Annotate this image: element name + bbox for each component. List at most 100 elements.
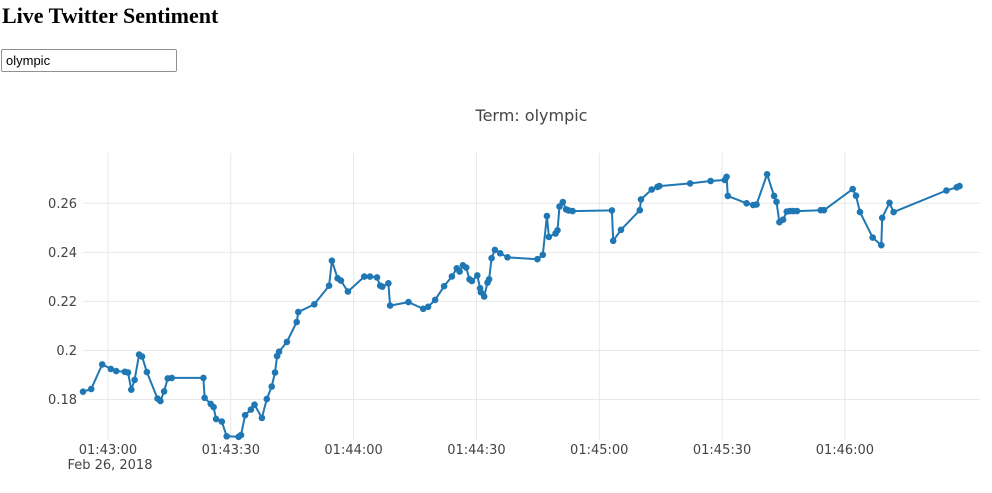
search-term-input[interactable] xyxy=(1,49,177,72)
y-tick-label: 0.2 xyxy=(56,344,77,359)
page-title: Live Twitter Sentiment xyxy=(2,3,219,28)
data-point-marker xyxy=(385,280,392,287)
data-point-marker xyxy=(878,214,886,222)
data-point-marker xyxy=(263,395,271,403)
data-point-marker xyxy=(440,282,448,290)
y-tick-label: 0.22 xyxy=(48,295,77,310)
data-point-marker xyxy=(431,296,439,304)
data-point-marker xyxy=(283,338,291,346)
data-point-marker xyxy=(337,277,345,284)
data-point-marker xyxy=(212,415,220,423)
data-point-marker xyxy=(361,273,368,280)
data-point-marker xyxy=(143,368,151,376)
data-point-marker xyxy=(648,186,655,193)
data-point-marker xyxy=(637,196,645,203)
data-point-marker xyxy=(743,200,750,207)
data-point-marker xyxy=(569,207,576,215)
data-point-marker xyxy=(112,367,120,375)
data-point-marker xyxy=(468,277,476,285)
x-tick-label: 01:45:30 xyxy=(693,443,751,458)
data-point-marker xyxy=(131,376,138,384)
data-point-marker xyxy=(424,303,432,311)
x-tick-label: 01:43:30 xyxy=(202,443,260,458)
data-point-marker xyxy=(325,282,333,290)
data-point-marker xyxy=(545,233,553,241)
data-point-marker xyxy=(456,268,463,275)
data-point-marker xyxy=(271,369,279,376)
data-point-marker xyxy=(617,226,625,234)
data-point-marker xyxy=(773,198,780,206)
y-tick-label: 0.24 xyxy=(48,246,77,261)
y-tick-label: 0.18 xyxy=(48,393,77,408)
data-point-marker xyxy=(138,353,146,360)
data-point-marker xyxy=(268,383,276,390)
data-point-marker xyxy=(724,192,732,200)
data-point-marker xyxy=(462,264,470,271)
data-point-marker xyxy=(753,201,760,208)
data-point-marker xyxy=(157,397,164,405)
data-point-marker xyxy=(344,288,352,295)
data-point-marker xyxy=(820,206,828,214)
data-point-marker xyxy=(539,251,547,259)
data-point-marker xyxy=(107,365,115,373)
data-point-marker xyxy=(386,302,394,309)
data-point-marker xyxy=(251,401,258,409)
data-point-marker xyxy=(856,208,864,216)
data-point-marker xyxy=(275,348,283,356)
data-point-marker xyxy=(723,173,730,181)
data-point-marker xyxy=(878,241,885,249)
data-point-marker xyxy=(656,182,663,190)
x-tick-label: 01:43:00 xyxy=(79,443,137,458)
data-point-marker xyxy=(218,418,226,425)
data-point-marker xyxy=(496,250,504,257)
data-point-marker xyxy=(79,388,87,396)
data-point-marker xyxy=(543,212,551,220)
data-point-marker xyxy=(124,369,132,376)
data-point-marker xyxy=(793,207,801,215)
data-point-marker xyxy=(943,187,950,194)
data-point-marker xyxy=(504,254,511,261)
data-point-marker xyxy=(474,272,481,279)
data-point-marker xyxy=(247,406,255,413)
data-point-marker xyxy=(480,293,488,300)
data-point-marker xyxy=(770,192,778,200)
data-point-marker xyxy=(201,394,208,402)
data-point-marker xyxy=(559,198,567,206)
data-point-marker xyxy=(636,206,644,214)
data-point-marker xyxy=(849,185,856,193)
data-point-marker xyxy=(405,298,412,306)
data-point-marker xyxy=(488,254,495,262)
data-point-marker xyxy=(686,180,694,187)
x-tick-label: 01:45:00 xyxy=(570,443,628,458)
data-point-marker xyxy=(779,216,787,223)
data-point-marker xyxy=(379,283,386,291)
x-tick-label: 01:44:30 xyxy=(447,443,505,458)
data-point-marker xyxy=(852,192,860,199)
data-point-marker xyxy=(609,237,617,245)
x-axis-date-label: Feb 26, 2018 xyxy=(67,458,152,473)
data-point-marker xyxy=(87,385,95,393)
sentiment-chart: Term: olympic 0.18 0.2 0.22 0.24 0.26 01:43:0… xyxy=(0,3,992,493)
data-point-marker xyxy=(223,433,230,440)
data-point-marker xyxy=(366,273,374,280)
x-tick-label: 01:46:00 xyxy=(816,443,874,458)
data-point-marker xyxy=(237,431,245,439)
x-tick-label: 01:44:00 xyxy=(324,443,382,458)
data-point-marker xyxy=(534,255,541,263)
data-point-marker xyxy=(956,182,963,190)
data-point-marker xyxy=(608,207,616,214)
data-point-marker xyxy=(554,227,561,234)
data-point-marker xyxy=(293,318,301,326)
data-point-marker xyxy=(886,199,893,207)
data-point-marker xyxy=(763,171,771,178)
data-point-marker xyxy=(200,374,207,382)
y-tick-label: 0.26 xyxy=(48,197,77,212)
data-point-marker xyxy=(160,388,168,395)
data-point-marker xyxy=(295,308,302,316)
data-point-marker xyxy=(311,301,318,308)
sentiment-line xyxy=(82,173,961,438)
data-point-marker xyxy=(448,273,456,280)
data-point-marker xyxy=(485,276,493,283)
data-point-marker xyxy=(890,208,897,216)
